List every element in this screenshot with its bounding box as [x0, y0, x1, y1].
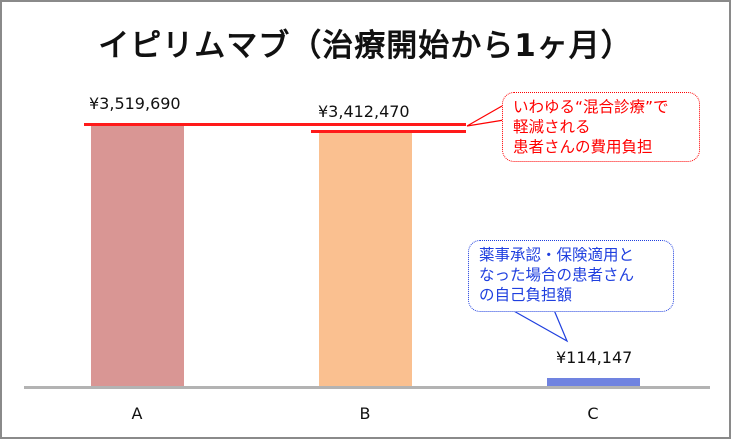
value-label-b: ¥3,412,470: [318, 102, 410, 121]
callout-insured-copay-line-2: なった場合の患者さん: [479, 266, 635, 284]
value-label-a: ¥3,519,690: [89, 94, 181, 113]
callout-insured-copay: 薬事承認・保険適用と なった場合の患者さん の自己負担額: [468, 240, 674, 312]
bar-b: [319, 132, 412, 386]
callout-insured-copay-line-3: の自己負担額: [479, 286, 573, 304]
callout-mixed-care-line-1: いわゆる“混合診療”で: [513, 98, 669, 116]
bar-c: [547, 378, 640, 386]
reference-line-a: [84, 123, 466, 126]
value-label-c: ¥114,147: [556, 348, 633, 367]
callout-mixed-care: いわゆる“混合診療”で 軽減される 患者さんの費用負担: [502, 92, 700, 162]
callout-mixed-care-line-3: 患者さんの費用負担: [513, 138, 653, 156]
callout-insured-copay-line-1: 薬事承認・保険適用と: [479, 246, 635, 264]
callout-mixed-care-line-2: 軽減される: [513, 118, 591, 136]
category-label-b: B: [359, 404, 371, 423]
category-label-a: A: [131, 404, 143, 423]
reference-line-b: [311, 130, 466, 133]
chart-title: イピリムマブ（治療開始から1ヶ月）: [98, 28, 633, 64]
category-label-c: C: [587, 404, 599, 423]
x-axis-line: [24, 386, 710, 389]
bar-a: [91, 125, 184, 386]
